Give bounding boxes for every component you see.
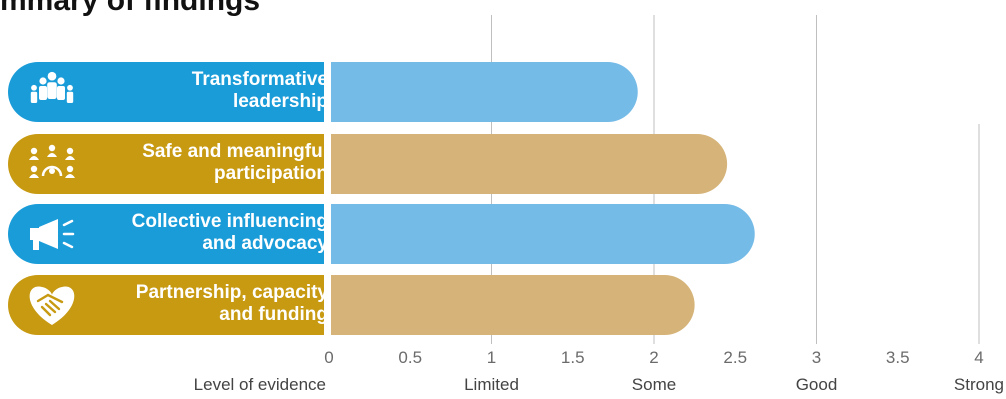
handshake-heart-icon — [29, 286, 75, 325]
category-label-pill — [8, 275, 324, 335]
category-label-line: and advocacy — [202, 233, 328, 254]
x-tick-label: 1 — [486, 348, 497, 367]
category-label-line: Safe and meaningful — [142, 141, 328, 162]
category-label-line: Partnership, capacity — [135, 282, 328, 303]
x-tick-label: 2 — [649, 348, 659, 367]
category-label: Safe and meaningful participation — [68, 141, 328, 185]
bar — [331, 204, 755, 264]
category-label-line: leadership — [232, 91, 328, 112]
category-label-pill — [8, 204, 324, 264]
evidence-level-label: Some — [631, 375, 677, 394]
evidence-axis-title: Level of evidence — [193, 375, 326, 394]
category-label: Collective influencing and advocacy — [68, 211, 328, 255]
x-tick-label: 3.5 — [885, 348, 910, 367]
category-label-pill — [8, 62, 324, 122]
category-label-line: Collective influencing — [131, 211, 328, 232]
category-label-line: participation — [213, 163, 328, 184]
category-label: Transformative leadership — [68, 69, 328, 113]
category-label-line: Transformative — [191, 69, 328, 90]
megaphone-icon — [30, 219, 75, 250]
x-tick-label: 0 — [324, 348, 334, 367]
x-tick-label: 3 — [811, 348, 822, 367]
evidence-level-label: Strong — [953, 375, 1004, 394]
participation-circle-icon — [29, 144, 75, 178]
category-label-line: and funding — [219, 304, 328, 325]
bar — [331, 275, 695, 335]
x-tick-label: 4 — [974, 348, 984, 367]
bar — [331, 134, 728, 194]
bar — [331, 62, 638, 122]
category-label: Partnership, capacity and funding — [68, 282, 328, 326]
page-title: mmary of findings — [0, 0, 261, 17]
evidence-level-label: Limited — [464, 375, 519, 394]
evidence-level-label: Good — [795, 375, 838, 394]
people-group-icon — [30, 71, 74, 103]
category-label-pill — [8, 134, 324, 194]
x-tick-label: 1.5 — [560, 348, 585, 367]
x-tick-label: 0.5 — [398, 348, 423, 367]
x-tick-label: 2.5 — [723, 348, 748, 367]
